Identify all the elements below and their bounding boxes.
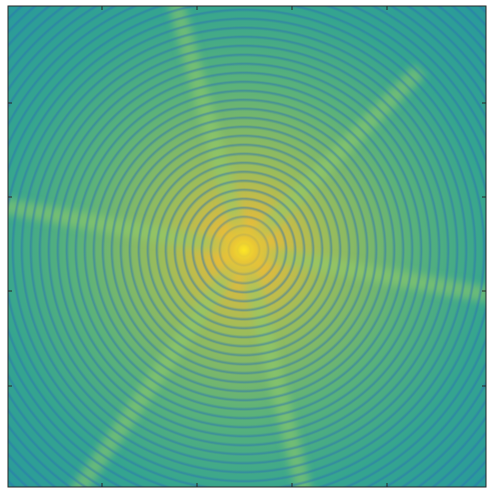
frame	[7, 5, 487, 488]
center-glow	[204, 210, 284, 290]
tick-marks	[8, 6, 486, 487]
